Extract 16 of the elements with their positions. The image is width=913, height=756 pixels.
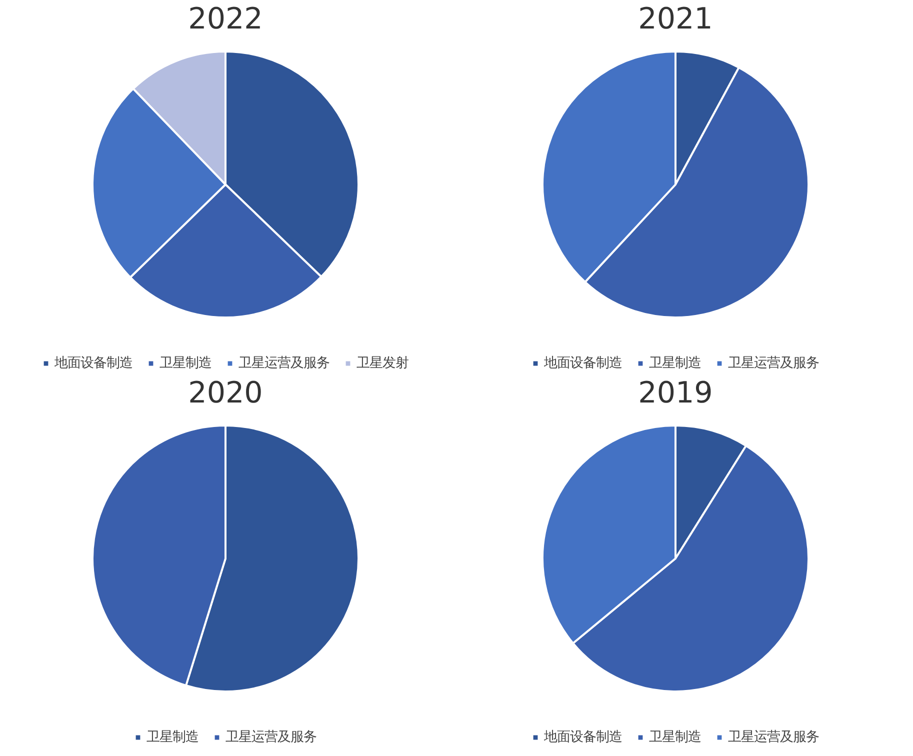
legend-label: 地面设备制造 <box>54 354 132 372</box>
legend-label: 卫星制造 <box>146 728 198 746</box>
legend-label: 卫星制造 <box>649 728 701 746</box>
legend-label: 卫星运营及服务 <box>226 728 316 746</box>
legend-label: 卫星制造 <box>160 354 212 372</box>
chart-title: 2019 <box>638 376 713 410</box>
legend-label: 卫星运营及服务 <box>728 354 819 372</box>
legend-label: 卫星运营及服务 <box>238 354 330 372</box>
legend-label: 地面设备制造 <box>544 354 622 372</box>
legend-label: 卫星制造 <box>649 354 701 372</box>
legend-label: 地面设备制造 <box>544 728 622 746</box>
legend-label: 卫星运营及服务 <box>728 728 819 746</box>
chart-title: 2020 <box>188 376 263 410</box>
legend-label: 卫星发射 <box>356 355 408 372</box>
chart-title: 2021 <box>638 2 713 36</box>
chart-title: 2022 <box>188 2 263 36</box>
